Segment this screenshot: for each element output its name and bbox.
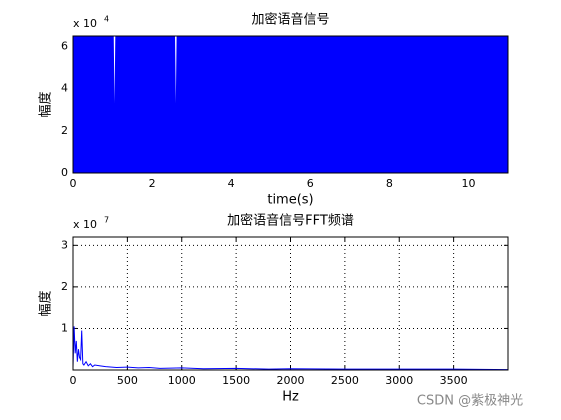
watermark: CSDN @紫极神光 [417, 394, 523, 409]
x-tick-label: 6 [307, 177, 314, 190]
x-tick-label: 0 [70, 374, 77, 387]
y-tick-label: 1 [61, 321, 68, 334]
axes-box [72, 35, 509, 174]
x-tick-label: 1500 [222, 374, 250, 387]
chart-title: 加密语音信号 [251, 12, 329, 28]
signal-area [73, 36, 508, 173]
x-tick-label: 10 [461, 177, 475, 190]
x-tick-label: 2500 [331, 374, 359, 387]
x-tick-label: 3000 [385, 374, 413, 387]
x-tick-label: 500 [117, 374, 138, 387]
y-tick-label: 3 [61, 238, 68, 251]
y-scale-exponent: 7 [104, 216, 109, 225]
x-axis-label: time(s) [267, 193, 313, 208]
y-tick-label: 4 [61, 82, 68, 95]
y-scale-base: x 10 [73, 218, 97, 231]
spectrum-line [72, 326, 509, 371]
y-tick-label: 2 [61, 280, 68, 293]
x-axis-label: Hz [282, 390, 299, 405]
x-tick-label: 8 [386, 177, 393, 190]
x-tick-label: 4 [228, 177, 235, 190]
x-tick-label: 0 [70, 177, 77, 190]
x-tick-label: 2000 [277, 374, 305, 387]
x-tick-label: 3500 [440, 374, 468, 387]
chart-title: 加密语音信号FFT频谱 [227, 213, 354, 229]
y-axis-label: 幅度 [38, 91, 54, 117]
x-tick-label: 2 [149, 177, 156, 190]
y-tick-label: 0 [61, 166, 68, 179]
x-tick-label: 1000 [168, 374, 196, 387]
y-scale-base: x 10 [73, 17, 97, 30]
y-scale-exponent: 4 [104, 15, 109, 24]
y-axis-label: 幅度 [38, 290, 54, 316]
plot-area [73, 237, 508, 370]
y-tick-label: 2 [61, 124, 68, 137]
y-tick-label: 6 [61, 40, 68, 53]
axes-box [72, 236, 509, 371]
